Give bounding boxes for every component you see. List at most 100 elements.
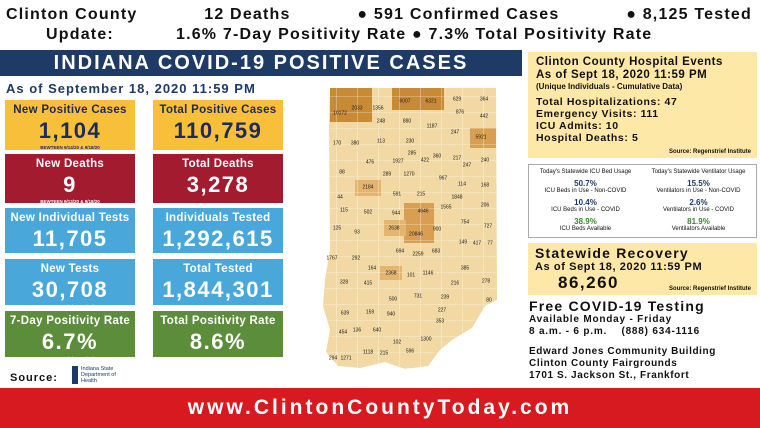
county-count: 102 [393, 339, 402, 345]
county-count: 731 [414, 293, 423, 299]
beds-label: ICU Beds in Use - Non-COVID [544, 188, 627, 194]
recovery-as-of: As of Sept 18, 2020 11:59 PM [535, 261, 703, 273]
hospital-line: Total Hospitalizations: 47 [536, 96, 678, 108]
county-count: 2638 [388, 225, 399, 231]
stat-box: Individuals Tested 1,292,615 [153, 208, 283, 253]
county-count: 683 [432, 248, 441, 254]
county-count: 422 [421, 157, 430, 163]
stat-box: New Deaths 9 BEWTEEN 9/13/20 & 9/18/20 [5, 154, 135, 204]
county-count: 2368 [385, 270, 396, 276]
beds-value: 10.4% [574, 198, 597, 207]
stat-note: BEWTEEN 6/4/20 & 9/18/20 [41, 304, 99, 309]
header-text: Clinton County [6, 6, 138, 23]
stat-note: BEWTEEN 9/13/20 & 9/18/20 [40, 199, 100, 204]
stat-value: 3,278 [186, 172, 250, 197]
stat-box: New Tests 30,708 BEWTEEN 6/4/20 & 9/18/20 [5, 259, 135, 309]
hospital-line: Hospital Deaths: 5 [536, 132, 639, 144]
county-count: 88 [339, 169, 345, 175]
recovery-value: 86,260 [558, 273, 619, 292]
county-count: 876 [456, 109, 465, 115]
as-of: As of September 18, 2020 11:59 PM [6, 81, 256, 96]
location-line: Clinton County Fairgrounds [529, 358, 678, 369]
county-count: 159 [366, 309, 375, 315]
county-count: 80 [486, 297, 492, 303]
county-count: 380 [351, 140, 360, 146]
stat-value: 110,759 [173, 118, 263, 143]
county-count: 230 [406, 138, 415, 144]
county-count: 360 [433, 153, 442, 159]
stat-box: Total Positivity Rate 8.6% [153, 311, 283, 357]
county-count: 754 [461, 219, 470, 225]
county-count: 640 [373, 327, 382, 333]
stat-box: New Positive Cases 1,104 BEWTEEN 9/14/20 &… [5, 100, 135, 150]
county-count: 442 [480, 113, 489, 119]
stat-value: 30,708 [31, 277, 109, 302]
stat-label: New Individual Tests [10, 212, 130, 224]
stat-label: 7-Day Positivity Rate [9, 315, 131, 327]
beds-panel: Today's Statewide ICU Bed Usage 50.7% ICU … [528, 164, 757, 238]
county-count: 364 [480, 96, 489, 102]
location-line: Edward Jones Community Building [529, 346, 716, 357]
stat-label: New Tests [40, 263, 100, 275]
county-count: 101 [407, 272, 416, 278]
county-count: 227 [438, 307, 447, 313]
header-text: 12 Deaths [204, 6, 291, 23]
county-count: 476 [366, 159, 375, 165]
county-count: 1356 [372, 105, 383, 111]
header-line-2: Update: 1.6% 7-Day Positivity Rate ● 7.3… [6, 26, 752, 44]
county-count: 328 [340, 279, 349, 285]
county-count: 385 [461, 265, 470, 271]
source-label: Source: [10, 372, 58, 384]
county-count: 694 [396, 248, 405, 254]
county-count: 353 [436, 318, 445, 324]
recovery-title: Statewide Recovery [535, 245, 689, 261]
county-count: 591 [393, 191, 402, 197]
county-count: 247 [463, 162, 472, 168]
county-count: 292 [352, 255, 361, 261]
county-count: 294 [329, 355, 338, 361]
beds-value: 15.5% [687, 179, 710, 188]
county-count: 967 [439, 175, 448, 181]
county-count: 1565 [440, 204, 451, 210]
county-count: 900 [433, 226, 442, 232]
header-text: Update: [46, 26, 114, 43]
county-count: 500 [389, 296, 398, 302]
county-count: 1767 [326, 255, 337, 261]
hospital-source: Source: Regenstrief Institute [668, 149, 751, 155]
county-count: 114 [458, 181, 466, 187]
county-count: 217 [453, 155, 462, 161]
hospital-panel: Clinton County Hospital Events As of Sep… [528, 52, 757, 158]
beds-label: Ventilators Available [671, 226, 726, 232]
stat-box: 7-Day Positivity Rate 6.7% BEWTEEN 9/6/20 … [5, 311, 135, 361]
county-count: 1271 [340, 355, 351, 361]
stat-label: Total Deaths [182, 158, 254, 170]
testing-title: Free COVID-19 Testing [529, 298, 705, 314]
testing-line: 8 a.m. - 6 p.m. (888) 634-1116 [529, 326, 700, 337]
county-count: 1118 [363, 349, 374, 355]
header-line-1: Clinton County 12 Deaths ● 591 Confirmed… [6, 6, 752, 24]
source-logo: Indiana State Department of Health [72, 366, 131, 384]
county-count: 4646 [417, 208, 428, 214]
beds-label: ICU Beds in Use - COVID [551, 207, 620, 213]
county-count: 215 [417, 191, 426, 197]
county-count: 1187 [427, 123, 438, 129]
header-text: ● 8,125 Tested [626, 6, 752, 23]
stat-label: New Deaths [35, 158, 105, 170]
county-count: 125 [333, 225, 342, 231]
county-count: 2184 [362, 184, 373, 190]
stat-label: Total Tested [183, 263, 253, 275]
recovery-source: Source: Regenstrief Institute [668, 286, 751, 292]
county-count: 115 [340, 207, 348, 213]
beds-title: Today's Statewide ICU Bed Usage [539, 169, 632, 175]
county-count: 216 [451, 280, 460, 286]
county-count: 278 [482, 278, 491, 284]
county-count: 1848 [451, 194, 462, 200]
county-count: 596 [406, 348, 415, 354]
county-count: 113 [377, 138, 385, 144]
county-count: 6321 [425, 98, 436, 104]
county-count: 1927 [392, 158, 403, 164]
county-count: 880 [403, 118, 412, 124]
county-count: 1270 [403, 171, 414, 177]
county-count: 248 [377, 118, 386, 124]
